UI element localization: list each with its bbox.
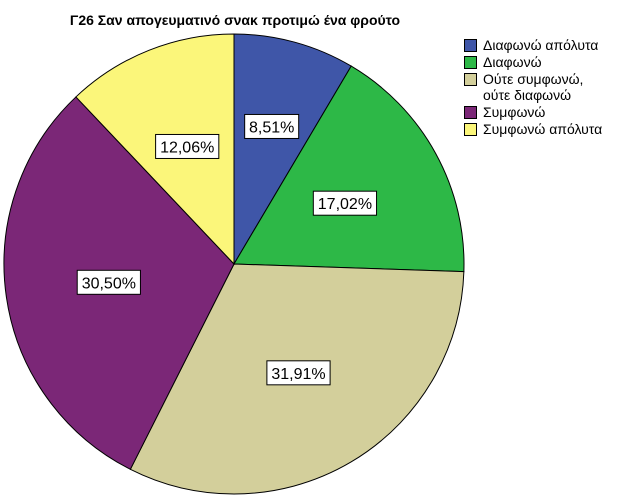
legend-swatch bbox=[464, 106, 477, 119]
legend-label: Διαφωνώ bbox=[483, 54, 542, 70]
legend-item: Διαφωνώ bbox=[464, 54, 602, 70]
legend-label: Διαφωνώ απόλυτα bbox=[483, 37, 599, 53]
legend: Διαφωνώ απόλυτα Διαφωνώ Ούτε συμφωνώ, ού… bbox=[464, 37, 602, 138]
data-label-box bbox=[312, 190, 378, 216]
data-label: 8,51% bbox=[249, 119, 294, 136]
pie-slice bbox=[233, 65, 465, 273]
data-label: 17,02% bbox=[318, 196, 372, 213]
chart-title: Γ26 Σαν απογευματινό σνακ προτιμώ ένα φρ… bbox=[69, 12, 401, 28]
data-label: 30,50% bbox=[82, 275, 136, 292]
data-label-box bbox=[244, 113, 300, 139]
legend-item: Διαφωνώ απόλυτα bbox=[464, 37, 602, 53]
legend-label: Ούτε συμφωνώ, ούτε διαφωνώ bbox=[483, 71, 584, 103]
data-label: 12,06% bbox=[160, 139, 214, 156]
pie-slice bbox=[233, 33, 352, 266]
legend-swatch bbox=[464, 39, 477, 52]
pie-slice bbox=[75, 33, 235, 266]
data-label-box bbox=[76, 269, 141, 295]
legend-item: Ούτε συμφωνώ, ούτε διαφωνώ bbox=[464, 71, 602, 103]
data-label: 31,91% bbox=[271, 366, 325, 383]
legend-item: Συμφωνώ απόλυτα bbox=[464, 121, 602, 137]
legend-swatch bbox=[464, 73, 477, 86]
legend-label: Συμφωνώ απόλυτα bbox=[483, 121, 603, 137]
legend-label: Συμφωνώ bbox=[483, 104, 546, 120]
legend-item: Συμφωνώ bbox=[464, 104, 602, 120]
data-label-box bbox=[266, 360, 331, 386]
legend-swatch bbox=[464, 56, 477, 69]
data-label-box bbox=[155, 133, 220, 159]
legend-swatch bbox=[464, 123, 477, 136]
